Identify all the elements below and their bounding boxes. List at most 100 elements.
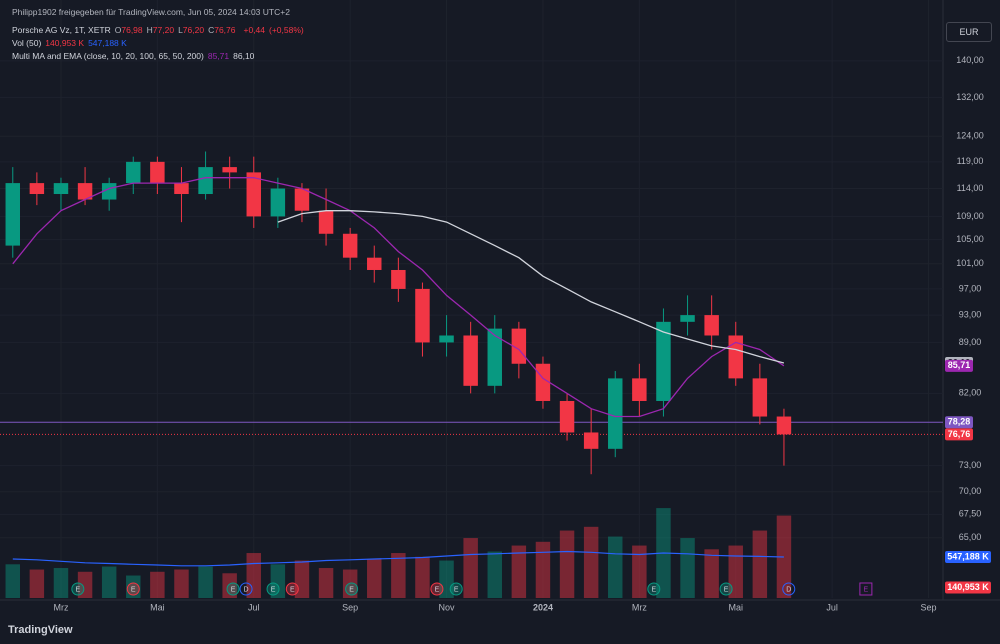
volume-bar [487, 551, 502, 598]
event-label: E [271, 586, 276, 593]
event-label: E [454, 586, 459, 593]
y-tick-label: 65,00 [959, 532, 982, 542]
volume-bar [511, 545, 527, 598]
event-label: E [76, 586, 81, 593]
candle-body [294, 188, 310, 211]
volume-bar [415, 556, 430, 598]
volume-bar [77, 571, 93, 598]
indicator-value: 140,953 K [45, 38, 85, 48]
ohlc-value: 77,20 [152, 25, 175, 35]
event-label: E [290, 586, 295, 593]
volume-bar [391, 553, 406, 598]
y-tick-label: 114,00 [957, 183, 984, 193]
candle-body [318, 210, 334, 234]
change-pct: (+0,58%) [269, 25, 304, 35]
volume-bar [704, 549, 719, 598]
candle-body [367, 257, 382, 270]
candle-body [29, 183, 45, 195]
volume-bar [463, 538, 478, 598]
change: +0,44 [243, 25, 266, 35]
candle-body [776, 416, 792, 435]
y-tick-label: 73,00 [959, 460, 982, 470]
ma-line [277, 210, 785, 364]
candle-body [583, 432, 599, 449]
indicator-value: 547,188 K [88, 38, 127, 48]
event-icon [126, 582, 140, 596]
event-icon [285, 582, 299, 596]
volume-label-box [945, 550, 991, 563]
price-legend: Porsche AG Vz, 1T, XETR O76,98 H77,20 L76,2… [12, 25, 308, 35]
volume-label: 140,953 K [947, 582, 989, 592]
x-tick-label: Nov [439, 602, 456, 612]
candle-body [656, 321, 671, 401]
y-tick-label: 82,00 [959, 388, 982, 398]
volume-legend: Vol (50) 140,953 K 547,188 K [12, 38, 131, 48]
candle-body [728, 335, 743, 379]
candle-body [752, 378, 768, 417]
volume-label: 547,188 K [947, 551, 989, 561]
volume-bar [222, 573, 237, 598]
volume-bar [198, 566, 213, 598]
ma-legend: Multi MA and EMA (close, 10, 20, 100, 65… [12, 51, 258, 61]
candle-body [246, 172, 261, 217]
x-tick-label: Mrz [632, 602, 647, 612]
volume-bar [29, 569, 45, 598]
volume-bar [318, 568, 334, 598]
candle-body [150, 161, 165, 184]
indicator-name: Vol (50) [12, 38, 42, 48]
volume-bar [126, 575, 141, 598]
price-label: 76,76 [948, 429, 971, 439]
ohlc-key: L [178, 25, 183, 35]
event-icon [266, 582, 280, 596]
event-icon [647, 582, 661, 596]
y-tick-label: 97,00 [959, 283, 982, 293]
y-tick-label: 140,00 [956, 55, 984, 65]
volume-bar [270, 564, 286, 598]
ohlc-value: 76,76 [214, 25, 236, 35]
event-label: D [244, 586, 249, 593]
event-icon [449, 582, 463, 596]
event-label: E [435, 586, 440, 593]
volume-bar [680, 538, 695, 598]
price-label-box [945, 416, 973, 429]
y-tick-label: 70,00 [959, 486, 982, 496]
volume-layer [5, 508, 792, 598]
y-tick-label: 105,00 [956, 234, 984, 244]
axis: 140,00 132,00 124,00 119,00 114,00 109,00 105,… [53, 55, 991, 612]
event-icon [226, 582, 240, 596]
candle-body [53, 183, 69, 195]
volume-bar [752, 530, 768, 598]
candle-body [415, 288, 430, 343]
candle-body [559, 400, 575, 433]
y-tick-label: 93,00 [959, 309, 982, 319]
candle-body [487, 328, 502, 386]
indicator-value: 86,10 [233, 51, 255, 61]
event-label: E [231, 586, 236, 593]
ohlc-key: C [208, 25, 215, 35]
event-label: E [349, 586, 354, 593]
currency-button[interactable]: EUR [946, 22, 992, 42]
candle-body [5, 183, 21, 246]
volume-bar [776, 515, 792, 598]
volume-bar [101, 566, 117, 598]
event-label: E [131, 586, 136, 593]
volume-bar [559, 530, 575, 598]
event-label: D [786, 586, 791, 593]
ohlc-key: O [114, 25, 122, 35]
candle-body [391, 269, 406, 289]
indicator-name: Multi MA and EMA (close, 10, 20, 100, 65… [12, 51, 204, 61]
candle-body [77, 183, 93, 200]
event-icon [719, 582, 733, 596]
candle-body [680, 315, 695, 322]
event-icon [782, 582, 796, 596]
event-label: E [651, 586, 656, 593]
footer-logo: TradingView [8, 624, 73, 636]
candle-body [608, 378, 623, 449]
candle-body [174, 183, 189, 195]
volume-bar [246, 553, 261, 598]
candle-body [342, 233, 358, 258]
price-label-box [945, 428, 973, 441]
price-label: 85,71 [948, 360, 971, 370]
